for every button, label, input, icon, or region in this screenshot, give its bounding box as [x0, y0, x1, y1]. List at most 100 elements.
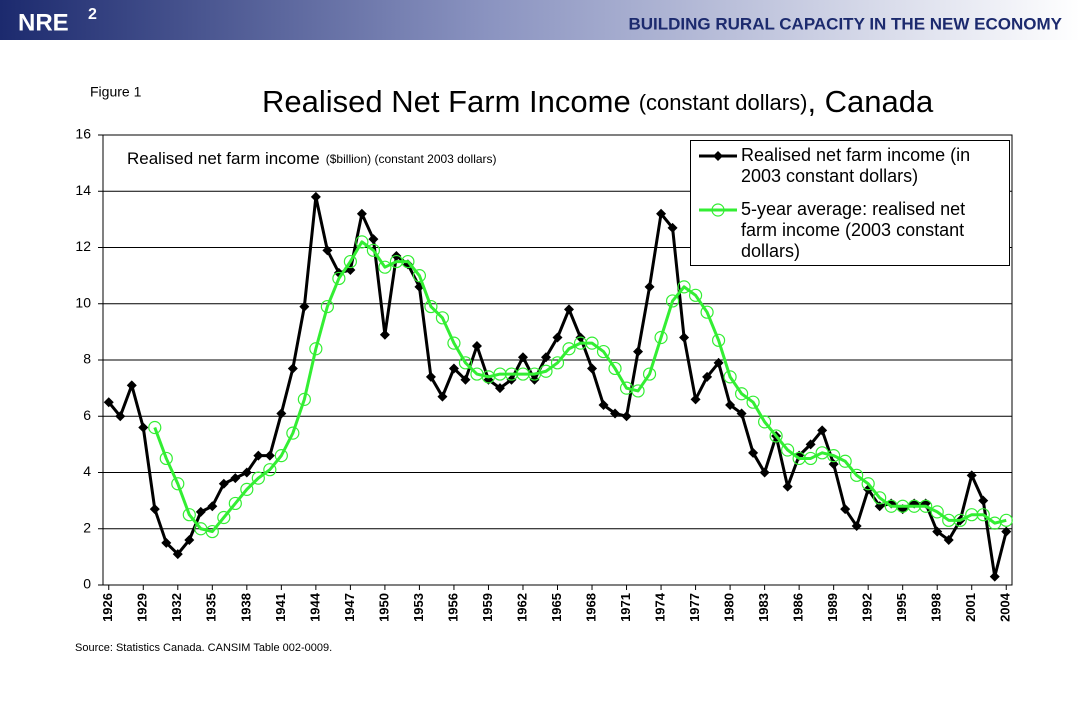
marker [184, 535, 195, 545]
marker [654, 330, 668, 345]
x-tick-label: 2001 [963, 593, 978, 622]
marker [286, 426, 300, 440]
title-main: Realised Net Farm Income [262, 84, 631, 119]
marker [355, 235, 369, 249]
marker [1001, 526, 1012, 537]
marker [587, 363, 598, 374]
marker [688, 288, 703, 302]
marker [517, 352, 528, 363]
x-tick-label: 1941 [273, 593, 288, 622]
marker [919, 499, 933, 513]
marker [264, 450, 275, 461]
marker [608, 361, 622, 376]
marker [148, 420, 162, 435]
chart-title: Realised Net Farm Income (constant dollar… [262, 84, 934, 119]
marker [621, 411, 632, 422]
x-tick-label: 1947 [342, 593, 357, 622]
marker [343, 254, 357, 269]
marker [665, 294, 680, 308]
marker [471, 340, 482, 351]
marker [711, 333, 726, 347]
marker [159, 451, 173, 466]
marker [700, 305, 714, 319]
marker [228, 496, 242, 511]
marker [356, 208, 367, 219]
marker [758, 415, 772, 429]
marker [251, 471, 265, 485]
title-tail: , Canada [807, 84, 934, 119]
y-label-note: ($billion) (constant 2003 dollars) [326, 152, 497, 166]
y-tick-label: 12 [75, 238, 91, 254]
legend: Realised net farm income (in 2003 consta… [690, 140, 1010, 266]
x-tick-label: 1938 [238, 593, 253, 622]
marker [702, 371, 713, 382]
marker [412, 269, 427, 283]
y-tick-label: 2 [83, 519, 91, 535]
header-band [0, 0, 1080, 40]
marker [633, 346, 644, 357]
marker [679, 332, 690, 343]
marker [759, 467, 770, 478]
x-tick-label: 1971 [618, 593, 633, 622]
marker [172, 549, 183, 560]
x-tick-label: 1989 [825, 593, 840, 622]
x-tick-label: 1956 [445, 593, 460, 622]
tagline: BUILDING RURAL CAPACITY IN THE NEW ECONO… [628, 14, 1062, 33]
y-tick-label: 4 [83, 463, 91, 479]
marker [299, 301, 310, 312]
legend-swatch [699, 151, 737, 161]
marker [735, 387, 749, 401]
figure-label: Figure 1 [90, 84, 142, 100]
marker [642, 367, 657, 381]
marker [656, 208, 667, 219]
marker [424, 299, 438, 314]
marker [804, 451, 818, 466]
x-tick-label: 1926 [100, 593, 115, 622]
marker [690, 394, 701, 405]
legend-item: 5-year average: realised net farm income… [697, 199, 1003, 262]
marker [610, 408, 621, 419]
marker [873, 491, 887, 505]
marker [379, 329, 390, 340]
series-line [153, 240, 1007, 534]
marker [596, 344, 611, 359]
legend-label: Realised net farm income (in 2003 consta… [741, 145, 971, 186]
marker [817, 425, 828, 436]
x-tick-label: 1965 [549, 593, 564, 622]
marker [171, 477, 185, 491]
marker [494, 383, 505, 394]
marker [366, 243, 380, 257]
marker [782, 481, 793, 492]
x-tick-label: 1950 [376, 593, 391, 622]
marker [976, 508, 990, 522]
legend-swatch [699, 203, 737, 217]
marker [861, 477, 875, 491]
marker [310, 191, 321, 202]
marker [838, 454, 852, 468]
marker [368, 234, 379, 245]
x-tick-label: 1929 [135, 593, 150, 622]
marker [562, 342, 576, 356]
legend-item: Realised net farm income (in 2003 consta… [697, 145, 1003, 187]
marker [276, 408, 287, 419]
x-tick-label: 1959 [480, 593, 495, 622]
logo-sup: 2 [88, 6, 97, 23]
marker [322, 245, 333, 256]
marker [840, 504, 851, 515]
marker [850, 468, 864, 482]
marker [644, 281, 655, 292]
marker [953, 513, 967, 527]
marker [332, 271, 346, 286]
x-tick-label: 1974 [652, 592, 667, 622]
marker [205, 524, 219, 539]
marker [966, 470, 977, 481]
marker [401, 254, 415, 269]
y-label-main: Realised net farm income [127, 149, 320, 168]
marker [263, 463, 277, 477]
marker [932, 526, 943, 537]
y-tick-label: 8 [83, 351, 91, 367]
marker [989, 571, 1000, 582]
marker [149, 504, 160, 515]
